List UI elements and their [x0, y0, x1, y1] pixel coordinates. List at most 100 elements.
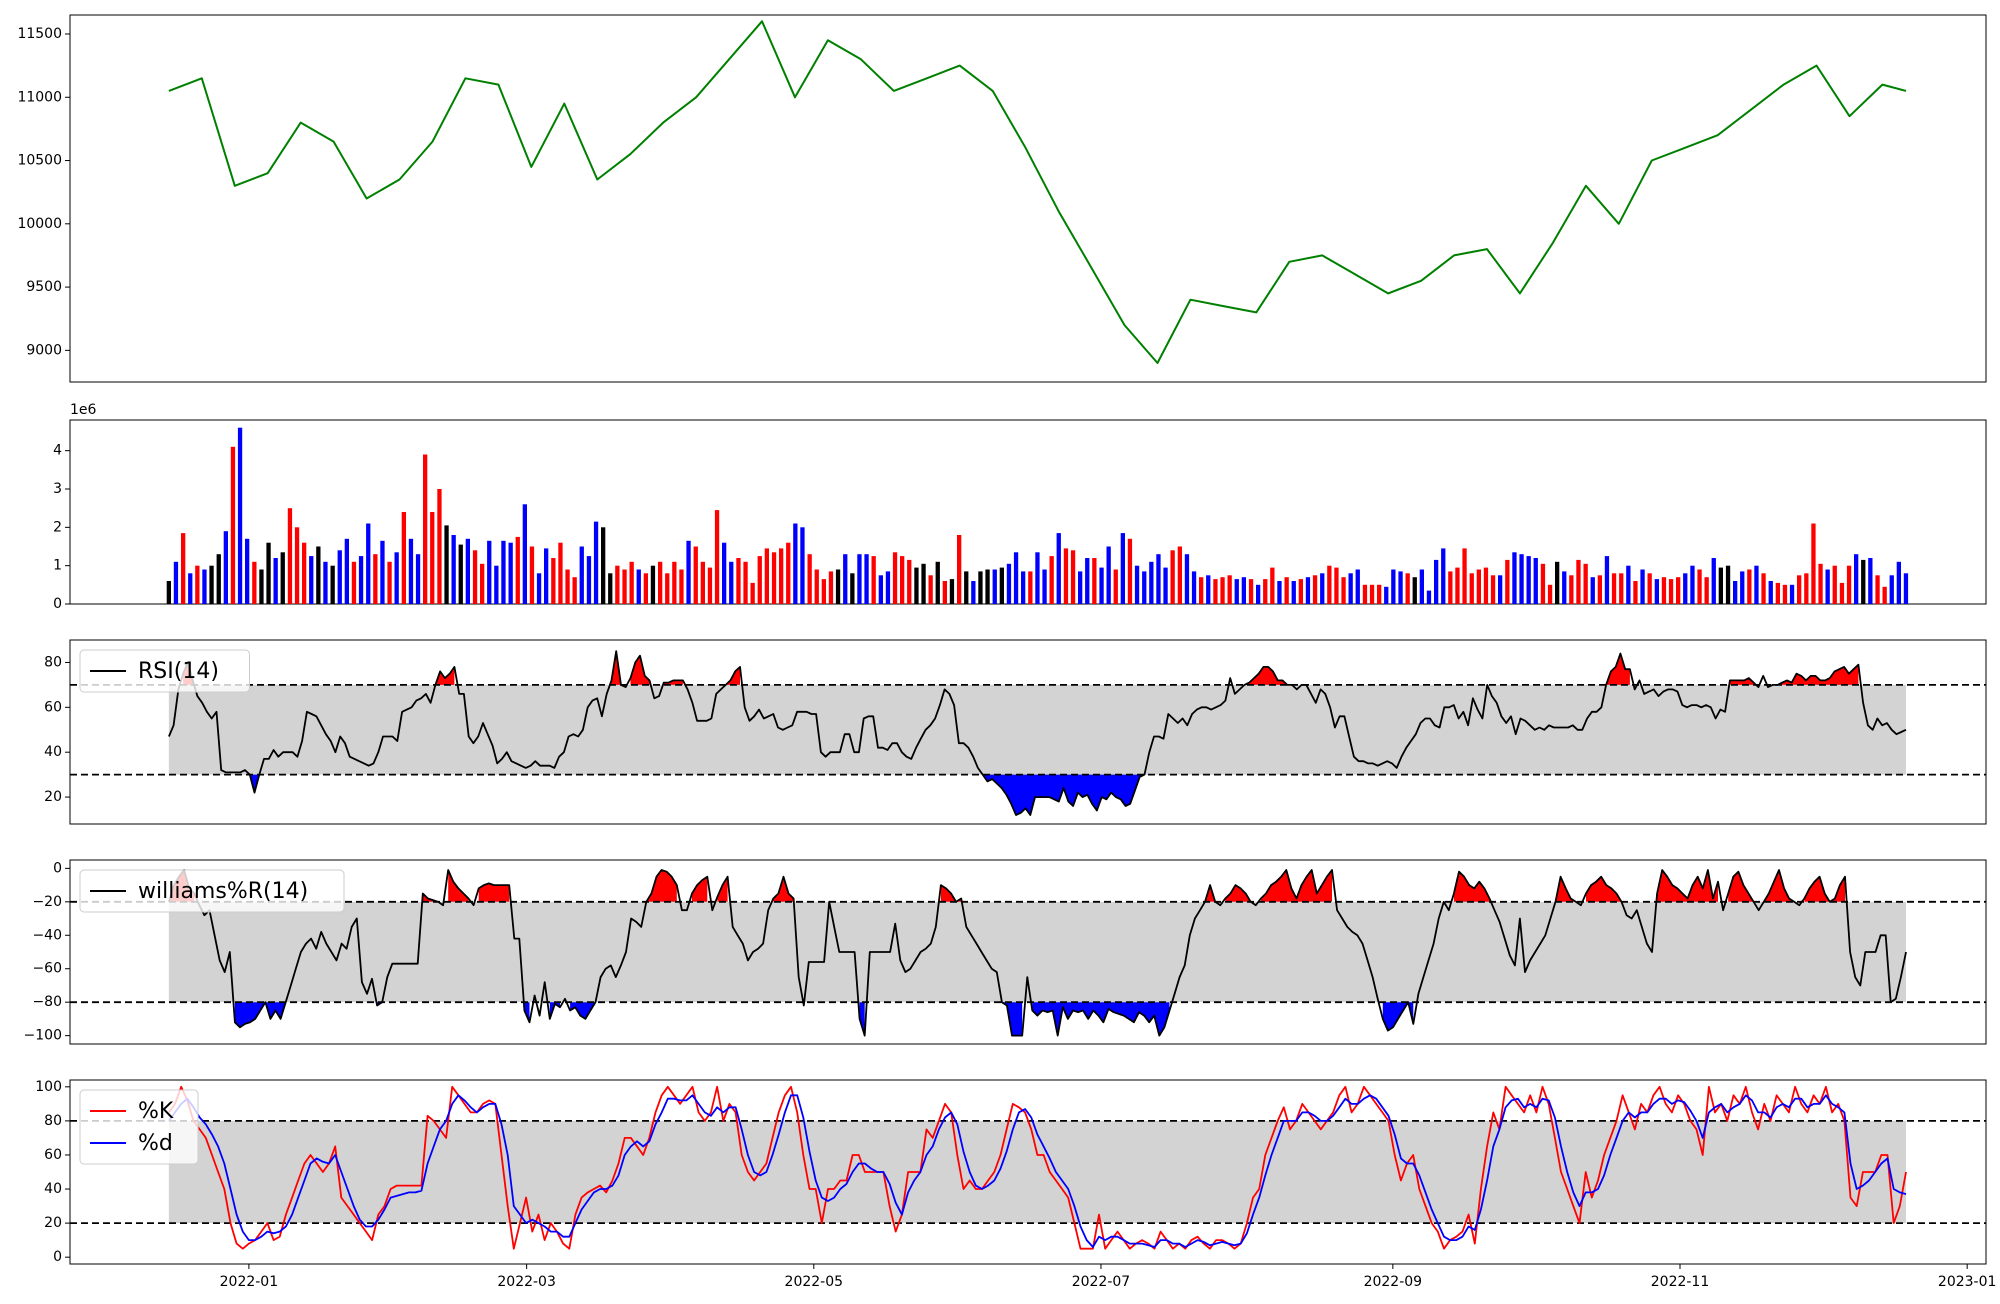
volume-bar: [1063, 548, 1069, 604]
rsi-band: [168, 684, 1906, 775]
volume-bar: [1127, 538, 1133, 604]
volume-bar: [971, 581, 976, 604]
volume-bar: [615, 565, 620, 604]
volume-bar: [1362, 584, 1368, 604]
volume-bar: [1519, 554, 1524, 604]
volume-bar: [1241, 577, 1246, 604]
volume-bar: [1191, 571, 1197, 604]
volume-bar: [1782, 584, 1788, 604]
volume-bar: [907, 559, 912, 604]
volume-bar: [1768, 581, 1773, 604]
rsi-legend: [79, 649, 250, 693]
volume-bar: [1334, 567, 1339, 604]
volume-bar: [1569, 575, 1574, 605]
volume-bar: [1270, 567, 1275, 604]
volume-bar: [394, 552, 399, 605]
volume-bar: [1526, 556, 1531, 604]
rsi-line: [168, 650, 1907, 816]
volume-bar: [1740, 571, 1745, 604]
volume-bar: [544, 548, 549, 604]
volume-bar: [1284, 577, 1289, 604]
volume-bar: [1220, 577, 1225, 604]
volume-bar: [1690, 565, 1695, 604]
stochastic-ytick-label: 20: [44, 1215, 62, 1231]
volume-bar: [1469, 573, 1474, 604]
volume-bar: [1626, 565, 1631, 604]
volume-bar: [1775, 582, 1780, 604]
volume-bar: [1661, 577, 1667, 604]
rsi-legend-label: RSI(14): [138, 659, 219, 684]
volume-bar: [480, 563, 485, 605]
volume-bar: [330, 565, 335, 604]
volume-bar: [1797, 575, 1802, 605]
x-tick-label: 2022-05: [785, 1274, 844, 1290]
volume-bar: [1113, 569, 1118, 604]
volume-bar: [1120, 533, 1125, 604]
stochastic-ytick-label: 40: [44, 1181, 62, 1197]
volume-bar: [1540, 563, 1546, 605]
volume-bar: [245, 538, 250, 604]
williams-ytick-label: −60: [32, 961, 62, 977]
volume-bar: [714, 510, 720, 604]
volume-bar: [1875, 575, 1880, 605]
volume-bar: [1341, 577, 1346, 604]
volume-bar: [337, 550, 342, 604]
volume-bar: [828, 571, 834, 604]
williams-line: [168, 869, 1907, 1037]
volume-bar: [1789, 584, 1795, 604]
volume-bar: [892, 552, 898, 605]
volume-bar: [323, 561, 328, 604]
volume-bar: [536, 573, 542, 604]
volume-bar: [1263, 579, 1268, 604]
x-tick-label: 2022-11: [1651, 1274, 1710, 1290]
volume-bar: [693, 546, 698, 604]
rsi-ytick-label: 20: [44, 789, 62, 805]
volume-bar: [1903, 573, 1909, 604]
volume-bar: [949, 579, 955, 604]
williams-ytick-label: −100: [24, 1028, 62, 1044]
price-ytick-label: 9500: [26, 279, 62, 295]
volume-bar: [1398, 571, 1403, 604]
volume-bar: [1619, 573, 1624, 604]
volume-bar: [764, 548, 769, 604]
williams-legend: [79, 869, 345, 913]
volume-bar: [835, 569, 841, 604]
volume-bar: [223, 531, 228, 604]
volume-bar: [572, 577, 577, 604]
volume-bar: [1106, 546, 1111, 604]
volume-bar: [216, 554, 221, 604]
volume-bar: [1861, 559, 1866, 604]
williams-ytick-label: −20: [32, 894, 62, 910]
williams-frame: [69, 859, 1987, 1045]
williams-overbought-fill: [168, 870, 1845, 902]
volume-bar: [1889, 575, 1894, 605]
volume-bar: [1825, 569, 1830, 604]
volume-bar: [786, 542, 791, 604]
x-tick-label: 2022-09: [1364, 1274, 1423, 1290]
volume-bar: [722, 542, 727, 604]
volume-bar: [1434, 559, 1439, 604]
volume-bar: [1441, 548, 1446, 604]
volume-bar: [743, 561, 748, 604]
volume-bar: [750, 582, 755, 604]
volume-bar: [423, 454, 428, 604]
volume-bar: [1547, 584, 1553, 604]
volume-bar: [999, 567, 1004, 604]
volume-bar: [344, 538, 349, 604]
volume-bar: [1718, 567, 1723, 604]
stochastic-legend-label: %d: [138, 1131, 173, 1156]
volume-bar: [1184, 554, 1190, 604]
volume-bar: [1056, 533, 1061, 604]
volume-bar: [316, 546, 321, 604]
volume-bar: [914, 567, 919, 604]
price-ytick-label: 9000: [26, 342, 62, 358]
volume-bar: [287, 508, 293, 604]
volume-offset-label: 1e6: [70, 402, 97, 418]
volume-bar: [992, 569, 997, 604]
volume-bar: [522, 504, 527, 604]
price-ytick-label: 10000: [17, 216, 62, 232]
volume-bar: [366, 523, 371, 604]
volume-bar: [1683, 573, 1688, 604]
volume-bar: [309, 556, 314, 604]
